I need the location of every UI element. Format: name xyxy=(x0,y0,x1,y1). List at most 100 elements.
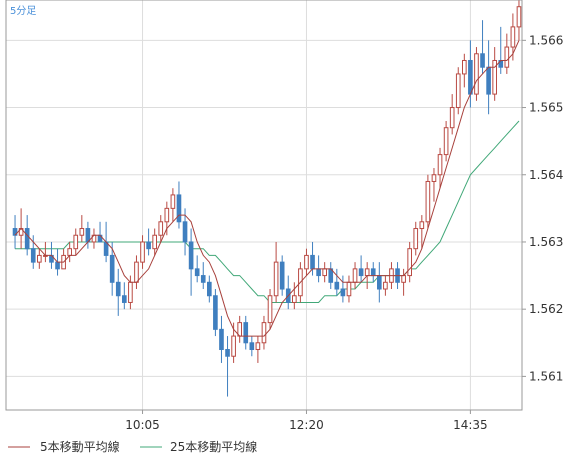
candlestick-series xyxy=(12,0,522,397)
candle xyxy=(334,268,340,296)
candle xyxy=(443,120,449,162)
candle xyxy=(219,315,224,363)
candle-body-down xyxy=(188,241,194,270)
candle-body-down xyxy=(310,254,315,270)
candle xyxy=(437,147,443,189)
candle-body-up xyxy=(140,241,145,263)
candle xyxy=(425,174,431,229)
candle-body-down xyxy=(243,322,249,344)
candle xyxy=(73,228,79,256)
candle-body-down xyxy=(316,268,321,277)
candle xyxy=(146,228,151,256)
candle-body-up xyxy=(431,174,437,182)
y-tick-label: 1.561 xyxy=(529,369,563,383)
candle-body-down xyxy=(207,281,212,297)
candle-body-up xyxy=(443,127,449,156)
candle-body-up xyxy=(67,248,72,256)
candle-body-up xyxy=(419,221,425,230)
candle-body-up xyxy=(492,59,498,95)
candle-body-up xyxy=(261,322,267,344)
candle-body-down xyxy=(194,268,200,277)
candle xyxy=(182,208,188,256)
candle-body-up xyxy=(164,207,170,223)
y-tick-label: 1.563 xyxy=(529,235,563,249)
candle-body-up xyxy=(158,221,164,236)
candle-body-down xyxy=(115,281,121,297)
candle-body-down xyxy=(377,275,382,290)
candle-body-up xyxy=(504,46,510,68)
candle-body-down xyxy=(24,228,30,250)
candle-body-up xyxy=(352,268,358,283)
candle xyxy=(273,241,279,303)
candle xyxy=(516,0,522,41)
candle-body-up xyxy=(273,261,279,297)
candle-body-down xyxy=(486,66,491,95)
candle xyxy=(207,275,212,303)
candle xyxy=(480,20,485,74)
candle-body-up xyxy=(383,281,388,290)
candle xyxy=(383,275,388,296)
y-tick-label: 1.565 xyxy=(529,101,563,115)
legend-ma5-label: 5本移動平均線 xyxy=(40,439,120,454)
candle-body-up xyxy=(516,6,522,28)
candle-body-up xyxy=(231,335,236,357)
y-axis-ticks: 1.566 1.565 1.564 1.563 1.562 1.561 xyxy=(522,33,563,383)
candle-body-up xyxy=(425,180,431,223)
candle xyxy=(304,248,309,276)
candle-body-down xyxy=(480,53,485,68)
candle-body-up xyxy=(152,234,158,250)
x-tick-label: 10:05 xyxy=(125,418,160,432)
candle xyxy=(358,255,364,283)
candle xyxy=(407,241,413,283)
candle xyxy=(474,47,479,101)
candle-body-down xyxy=(55,261,60,270)
candle xyxy=(261,315,267,350)
candle-body-up xyxy=(474,53,479,95)
candle xyxy=(79,215,85,242)
candle-body-up xyxy=(322,268,328,277)
candle-body-up xyxy=(407,248,413,277)
candle xyxy=(122,282,127,310)
candle-body-down xyxy=(30,248,36,263)
candle-body-down xyxy=(334,281,340,290)
candle xyxy=(243,315,249,350)
candle-body-up xyxy=(346,281,352,297)
candle xyxy=(176,181,182,229)
candle xyxy=(140,235,145,269)
candle-body-down xyxy=(358,268,364,277)
ma5-series xyxy=(14,40,520,337)
candle-body-down xyxy=(279,261,285,290)
candle-body-up xyxy=(449,107,455,129)
candle-body-up xyxy=(267,295,273,324)
candle xyxy=(225,336,230,397)
candle-body-up xyxy=(73,234,79,250)
candle-body-up xyxy=(128,281,133,303)
candle-body-up xyxy=(462,59,467,75)
candle-body-down xyxy=(176,194,182,223)
candle-body-down xyxy=(468,59,473,95)
candle-body-up xyxy=(170,194,176,209)
legend: 5本移動平均線 25本移動平均線 xyxy=(8,439,257,454)
candle xyxy=(504,33,510,74)
candle-body-up xyxy=(292,295,297,303)
y-tick-label: 1.564 xyxy=(529,168,563,182)
candle xyxy=(213,289,218,337)
candle xyxy=(12,215,18,249)
ma5-line xyxy=(14,40,520,337)
candle-body-down xyxy=(213,295,218,330)
y-tick-label: 1.566 xyxy=(529,33,563,47)
candle-body-down xyxy=(225,349,230,357)
candle-body-up xyxy=(134,261,139,283)
candle xyxy=(37,248,42,269)
candle-body-down xyxy=(146,241,151,250)
candle xyxy=(279,255,285,296)
candle xyxy=(267,289,273,330)
candle-body-down xyxy=(370,268,376,277)
candle-body-down xyxy=(200,275,206,283)
candle-body-up xyxy=(364,268,370,277)
candle xyxy=(419,215,425,249)
candle-body-up xyxy=(37,254,42,263)
candle xyxy=(109,241,115,296)
